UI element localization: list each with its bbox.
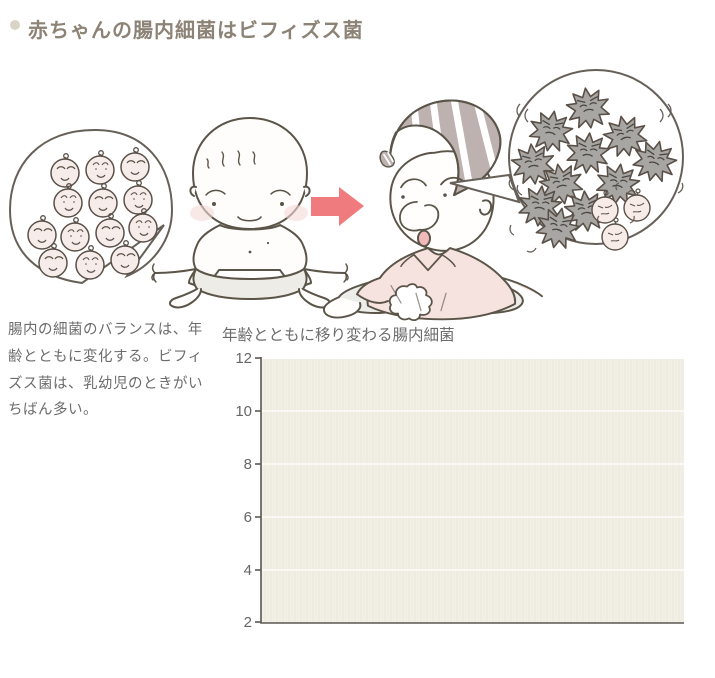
svg-text:10: 10: [235, 403, 252, 420]
svg-text:6: 6: [244, 509, 252, 526]
svg-text:4: 4: [244, 562, 252, 579]
svg-text:8: 8: [244, 456, 252, 473]
svg-text:12: 12: [235, 350, 252, 367]
svg-text:2: 2: [244, 614, 252, 631]
